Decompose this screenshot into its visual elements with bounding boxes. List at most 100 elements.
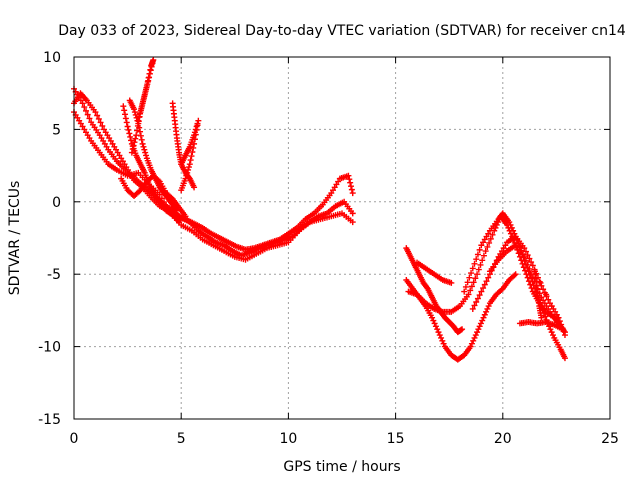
data-point (538, 314, 545, 321)
data-point (510, 227, 517, 234)
series-track-11 (403, 271, 519, 363)
data-point (484, 243, 491, 250)
data-point (474, 295, 481, 302)
data-point (188, 153, 195, 160)
data-point (183, 172, 190, 179)
data-point (141, 91, 148, 98)
data-point (143, 84, 150, 91)
grid-layer (74, 57, 610, 419)
data-point (481, 281, 488, 288)
data-point (131, 106, 138, 113)
data-point (122, 111, 129, 118)
data-point (178, 187, 185, 194)
series-track-6 (128, 56, 157, 156)
data-point (127, 133, 134, 140)
data-point (84, 111, 91, 118)
data-point (175, 217, 182, 224)
data-point (429, 314, 436, 321)
data-point (472, 275, 479, 282)
data-point (524, 252, 531, 259)
data-point (469, 265, 476, 272)
data-point (478, 288, 485, 295)
y-tick-label: -15 (38, 412, 61, 428)
data-point (480, 285, 487, 292)
series-track-8 (178, 117, 202, 194)
data-point (123, 119, 130, 126)
data-point (512, 271, 519, 278)
data-point (471, 302, 478, 309)
data-point (348, 183, 355, 190)
data-point (156, 191, 163, 198)
data-point (543, 291, 550, 298)
series-track-13 (414, 259, 455, 286)
data-point (144, 81, 151, 88)
data-point (436, 332, 443, 339)
data-point (140, 95, 147, 102)
data-point (448, 279, 455, 286)
data-point (347, 179, 354, 186)
data-point (134, 127, 141, 134)
data-point (140, 98, 147, 105)
data-point (139, 140, 146, 147)
y-tick-label: 0 (52, 195, 61, 211)
data-point (483, 278, 490, 285)
data-point (537, 279, 544, 286)
x-tick-label: 5 (177, 431, 186, 447)
data-point (528, 270, 535, 277)
data-point (140, 143, 147, 150)
data-point (138, 136, 145, 143)
data-point (141, 146, 148, 153)
data-point (139, 102, 146, 109)
data-point (522, 257, 529, 264)
x-tick-label: 15 (387, 431, 405, 447)
data-point (440, 340, 447, 347)
data-point (559, 326, 566, 333)
data-point (548, 303, 555, 310)
data-point (464, 279, 471, 286)
data-point (547, 326, 554, 333)
series-track-9 (118, 172, 189, 220)
data-point (83, 107, 90, 114)
data-point (134, 122, 141, 129)
data-point (435, 329, 442, 336)
data-point (484, 305, 491, 312)
data-point (489, 231, 496, 238)
data-point (526, 255, 533, 262)
data-point (528, 259, 535, 266)
data-point (486, 239, 493, 246)
data-point (469, 305, 476, 312)
data-point (125, 126, 132, 133)
data-point (540, 286, 547, 293)
data-point (149, 60, 156, 67)
data-point (432, 323, 439, 330)
data-point (470, 337, 477, 344)
data-point (524, 261, 531, 268)
data-point (86, 115, 93, 122)
x-tick-label: 25 (601, 431, 619, 447)
data-point (467, 287, 474, 294)
data-point (476, 246, 483, 253)
data-point (476, 292, 483, 299)
data-point (521, 253, 528, 260)
data-point (482, 248, 489, 255)
data-point (548, 329, 555, 336)
data-point (472, 332, 479, 339)
data-point (467, 343, 474, 350)
y-tick-label: -10 (38, 340, 61, 356)
data-point (554, 314, 561, 321)
data-point (479, 317, 486, 324)
data-point (184, 169, 191, 176)
data-point (345, 172, 352, 179)
data-point (349, 219, 356, 226)
x-axis-label: GPS time / hours (283, 459, 400, 475)
data-point (529, 262, 536, 269)
data-point (136, 113, 143, 120)
data-point (133, 132, 140, 139)
data-point (485, 274, 492, 281)
series-track-17 (516, 268, 566, 333)
data-point (145, 77, 152, 84)
data-point (193, 126, 200, 133)
data-point (474, 329, 481, 336)
data-point (186, 161, 193, 168)
